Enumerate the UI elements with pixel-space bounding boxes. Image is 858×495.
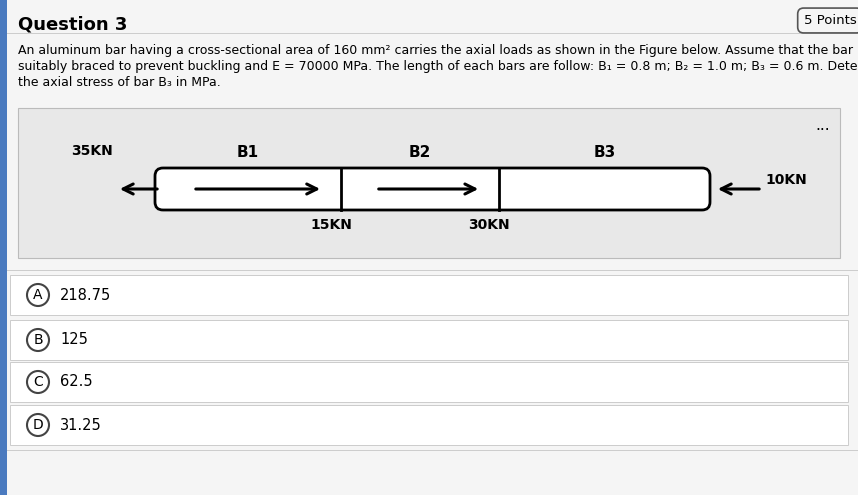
Text: A: A [33, 288, 43, 302]
Text: 62.5: 62.5 [60, 375, 93, 390]
Text: 5 Points: 5 Points [804, 14, 856, 27]
Text: 30KN: 30KN [468, 218, 510, 232]
Text: B: B [33, 333, 43, 347]
Text: 218.75: 218.75 [60, 288, 112, 302]
Text: C: C [33, 375, 43, 389]
Bar [10, 362, 848, 402]
Text: 10KN: 10KN [765, 173, 807, 187]
Text: 15KN: 15KN [310, 218, 352, 232]
Bar [10, 275, 848, 315]
Text: B3: B3 [594, 145, 616, 160]
Text: An aluminum bar having a cross-sectional area of 160 mm² carries the axial loads: An aluminum bar having a cross-sectional… [18, 44, 858, 57]
Text: 125: 125 [60, 333, 88, 347]
Text: 35KN: 35KN [71, 144, 113, 158]
Bar [18, 108, 840, 258]
Text: ...: ... [815, 118, 830, 133]
Bar [10, 405, 848, 445]
FancyBboxPatch shape [155, 168, 710, 210]
Text: the axial stress of bar B₃ in MPa.: the axial stress of bar B₃ in MPa. [18, 76, 221, 89]
Text: 31.25: 31.25 [60, 417, 102, 433]
Bar [0, 0, 7, 495]
Text: D: D [33, 418, 44, 432]
Text: suitably braced to prevent buckling and E = 70000 MPa. The length of each bars a: suitably braced to prevent buckling and … [18, 60, 858, 73]
Text: Question 3: Question 3 [18, 16, 127, 34]
Bar [10, 320, 848, 360]
Text: B1: B1 [237, 145, 259, 160]
Text: B2: B2 [408, 145, 432, 160]
